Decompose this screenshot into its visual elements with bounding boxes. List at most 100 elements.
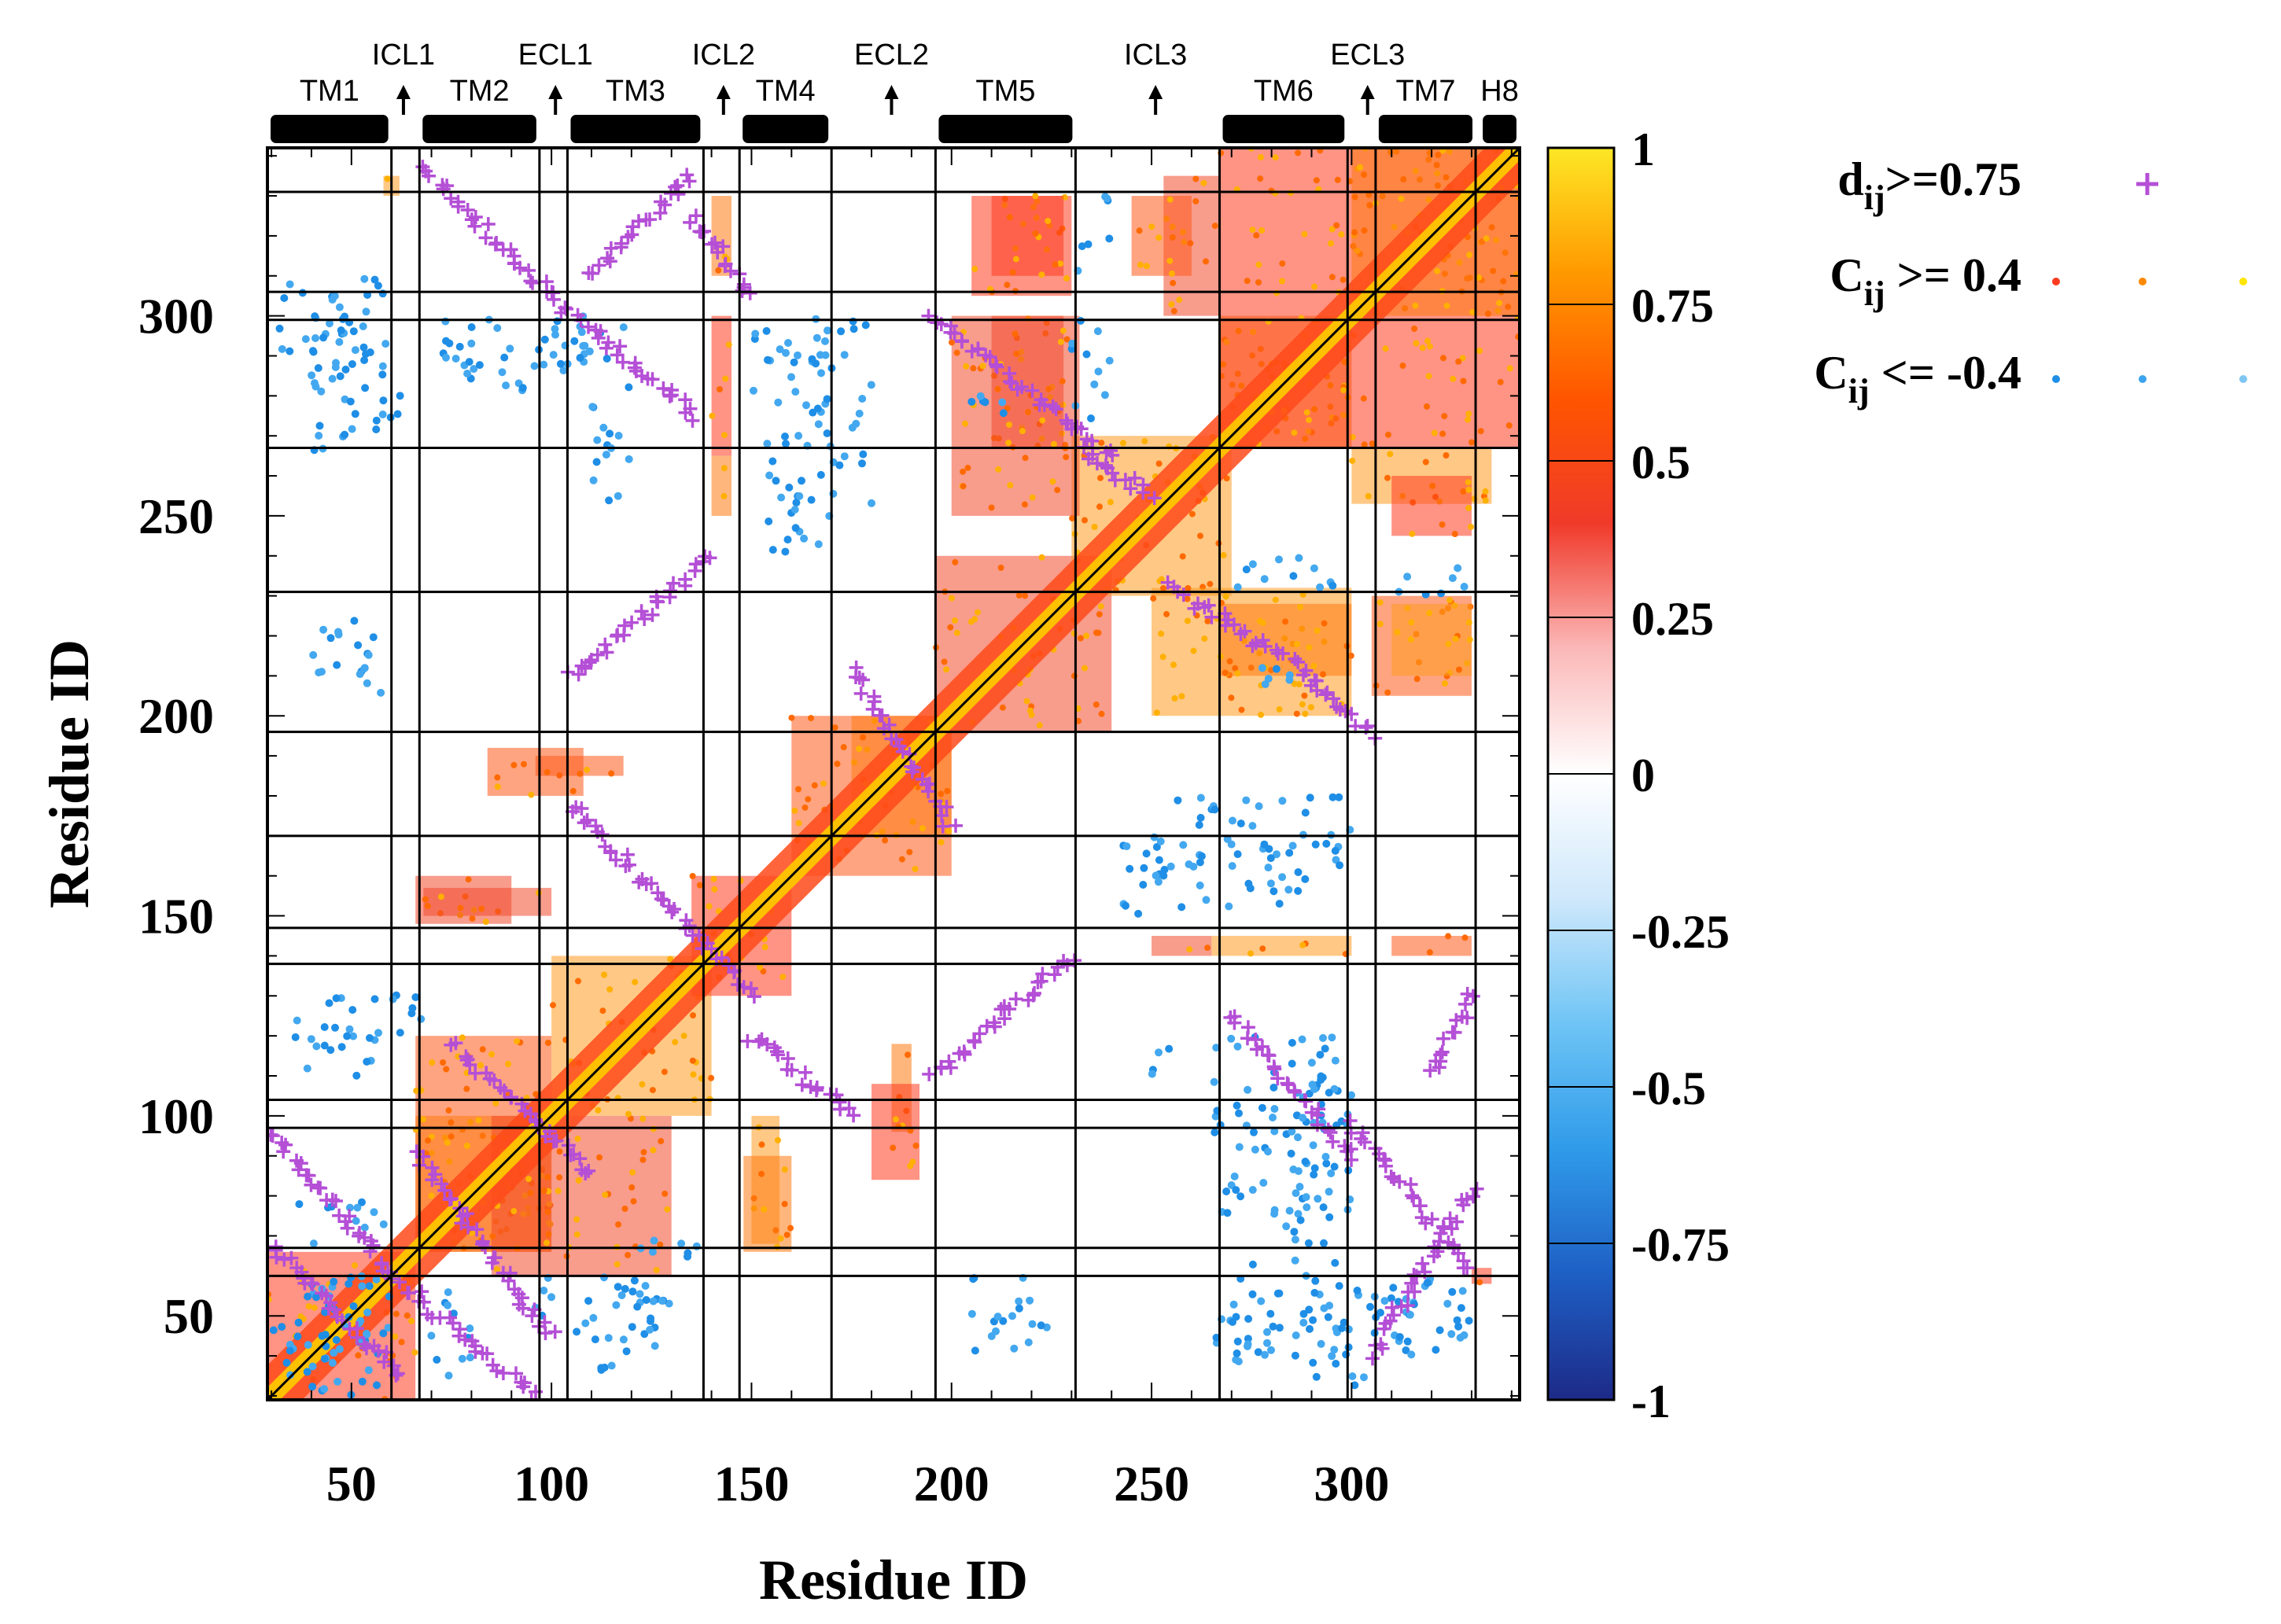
neg-corr-point xyxy=(393,410,402,418)
neg-corr-point xyxy=(1235,1143,1244,1151)
neg-corr-point xyxy=(1269,1322,1277,1331)
pos-corr-point xyxy=(1440,355,1446,362)
pos-corr-point xyxy=(1204,617,1211,624)
pos-corr-point xyxy=(1272,596,1279,603)
distance-cross xyxy=(425,1160,440,1175)
neg-corr-point xyxy=(650,1342,659,1350)
pos-corr-point xyxy=(1279,260,1286,267)
neg-corr-point xyxy=(518,384,527,392)
neg-corr-point xyxy=(1212,1333,1221,1342)
neg-corr-point xyxy=(332,359,340,367)
neg-corr-point xyxy=(1026,1296,1034,1305)
neg-corr-point xyxy=(1403,573,1412,581)
neg-corr-point xyxy=(794,351,801,359)
neg-corr-point xyxy=(1447,1330,1456,1339)
distance-cross xyxy=(581,319,595,334)
pos-corr-point xyxy=(1424,337,1431,344)
neg-corr-point xyxy=(1292,1331,1300,1339)
distance-cross xyxy=(982,350,997,364)
neg-corr-point xyxy=(861,321,870,330)
neg-corr-point xyxy=(1257,1297,1266,1305)
distance-cross xyxy=(340,1221,355,1235)
pos-corr-point xyxy=(1054,487,1061,494)
neg-corr-point xyxy=(1403,1337,1412,1346)
distance-cross xyxy=(315,1286,330,1301)
pos-corr-point xyxy=(720,492,728,499)
neg-corr-point xyxy=(326,634,335,643)
pos-corr-point xyxy=(596,1154,603,1161)
distance-cross xyxy=(1365,1351,1380,1366)
neg-corr-point xyxy=(312,1042,321,1051)
distance-cross xyxy=(591,330,606,345)
distance-cross xyxy=(468,1344,483,1359)
distance-cross xyxy=(724,263,738,278)
distance-cross xyxy=(329,1194,343,1209)
neg-corr-point xyxy=(1308,1081,1317,1089)
pos-corr-point xyxy=(1192,197,1199,204)
distance-cross xyxy=(1123,481,1138,496)
pos-corr-point xyxy=(1238,706,1245,713)
pos-corr-point xyxy=(661,1068,668,1075)
distance-cross xyxy=(1424,1212,1439,1227)
neg-corr-point xyxy=(445,339,454,348)
pos-corr-point xyxy=(1434,267,1441,274)
neg-corr-point xyxy=(1294,1210,1303,1218)
neg-corr-point xyxy=(325,999,333,1007)
distance-cross xyxy=(972,1026,987,1041)
pos-corr-point xyxy=(595,1107,602,1114)
pos-corr-point xyxy=(979,363,986,370)
pos-corr-point xyxy=(1320,671,1326,678)
distance-cross xyxy=(422,168,436,183)
pos-corr-point xyxy=(1038,554,1045,561)
neg-corr-point xyxy=(291,1033,300,1041)
pos-corr-point xyxy=(1222,593,1229,600)
pos-corr-point xyxy=(1306,644,1313,651)
pos-corr-point xyxy=(795,786,801,793)
neg-corr-point xyxy=(330,1277,338,1286)
pos-corr-point xyxy=(1097,474,1104,481)
distance-cross xyxy=(889,732,904,747)
distance-cross xyxy=(547,292,561,307)
distance-cross xyxy=(392,1275,407,1290)
pos-corr-point xyxy=(448,1119,455,1126)
pos-corr-point xyxy=(1465,505,1472,511)
neg-corr-point xyxy=(602,355,611,363)
pos-corr-point xyxy=(690,1012,696,1019)
pos-corr-point xyxy=(1253,232,1260,239)
pos-corr-point xyxy=(882,837,889,844)
pos-corr-point xyxy=(1413,340,1420,347)
neg-corr-point xyxy=(1317,1339,1325,1348)
neg-corr-point xyxy=(967,1309,976,1318)
pos-corr-point xyxy=(639,1115,647,1122)
neg-corr-point xyxy=(1301,1158,1310,1166)
neg-corr-point xyxy=(1325,1213,1334,1221)
pos-corr-point xyxy=(787,1224,794,1232)
distance-cross xyxy=(296,1271,311,1286)
pos-corr-point xyxy=(788,714,795,721)
neg-corr-point xyxy=(470,365,478,374)
neg-corr-point xyxy=(1288,1059,1296,1068)
neg-corr-point xyxy=(602,451,610,459)
neg-corr-point xyxy=(1298,1035,1306,1044)
pos-corr-point xyxy=(999,704,1006,711)
pos-corr-point xyxy=(805,796,812,803)
pos-corr-point xyxy=(1445,933,1452,940)
neg-corr-point xyxy=(451,355,460,363)
distance-cross xyxy=(865,702,880,716)
neg-corr-point xyxy=(633,1302,642,1311)
pos-corr-point xyxy=(420,1116,427,1123)
distance-cross xyxy=(1025,383,1040,398)
neg-corr-point xyxy=(317,387,326,396)
neg-corr-point xyxy=(1319,1203,1328,1212)
neg-corr-point xyxy=(1320,1304,1328,1313)
pos-corr-point xyxy=(1012,256,1019,263)
colorbar-tick-label: -0.75 xyxy=(1631,1219,1730,1271)
pos-corr-block xyxy=(1211,935,1352,956)
neg-corr-point xyxy=(286,280,294,289)
distance-cross xyxy=(1047,967,1062,982)
distance-cross xyxy=(856,672,871,687)
neg-corr-point xyxy=(1312,1372,1321,1381)
neg-corr-point xyxy=(1387,1294,1395,1302)
loop-label-icl1: ICL1 xyxy=(372,39,435,72)
distance-cross xyxy=(971,342,986,357)
